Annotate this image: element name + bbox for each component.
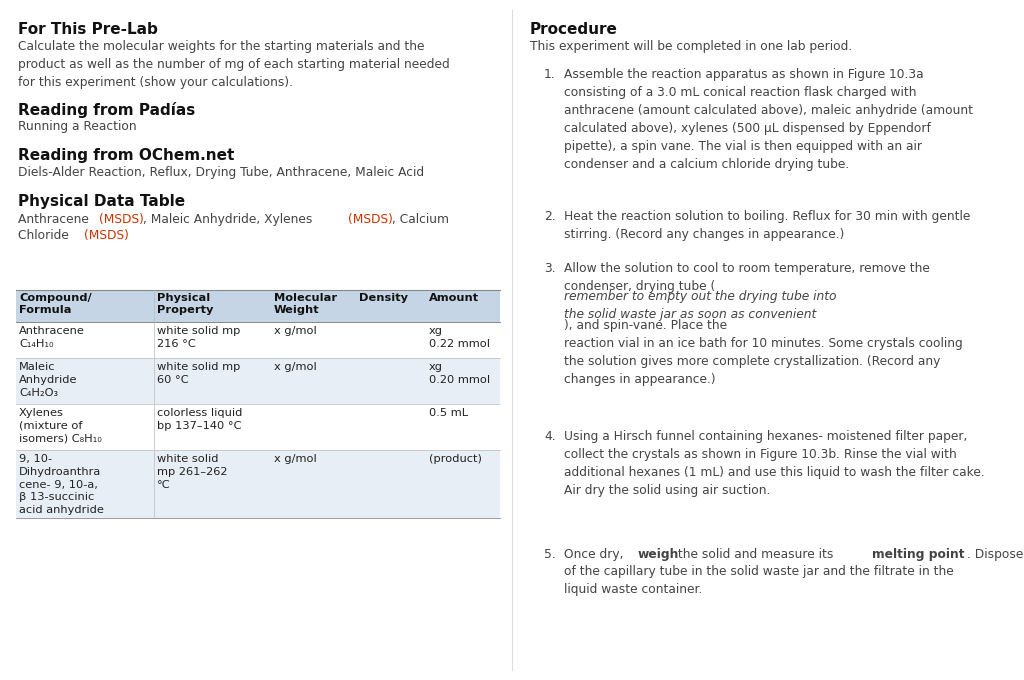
Text: remember to empty out the drying tube into
the solid waste jar as soon as conven: remember to empty out the drying tube in… bbox=[564, 290, 837, 322]
Text: Allow the solution to cool to room temperature, remove the
condenser, drying tub: Allow the solution to cool to room tempe… bbox=[564, 262, 930, 293]
Text: white solid mp
216 °C: white solid mp 216 °C bbox=[157, 326, 241, 349]
Text: Procedure: Procedure bbox=[530, 22, 617, 37]
Text: Chloride: Chloride bbox=[18, 229, 73, 242]
Bar bbox=[16, 358, 500, 404]
Text: Anthracene
C₁₄H₁₀: Anthracene C₁₄H₁₀ bbox=[19, 326, 85, 349]
Text: Reading from OChem.net: Reading from OChem.net bbox=[18, 148, 234, 163]
Bar bbox=[16, 322, 500, 358]
Bar bbox=[16, 404, 500, 450]
Text: xg
0.20 mmol: xg 0.20 mmol bbox=[429, 362, 490, 385]
Text: Using a Hirsch funnel containing hexanes- moistened filter paper,
collect the cr: Using a Hirsch funnel containing hexanes… bbox=[564, 430, 985, 497]
Text: For This Pre-Lab: For This Pre-Lab bbox=[18, 22, 158, 37]
Text: , Maleic Anhydride, Xylenes: , Maleic Anhydride, Xylenes bbox=[142, 213, 316, 226]
Text: of the capillary tube in the solid waste jar and the filtrate in the
liquid wast: of the capillary tube in the solid waste… bbox=[564, 565, 953, 596]
Text: Running a Reaction: Running a Reaction bbox=[18, 120, 136, 133]
Text: Amount: Amount bbox=[429, 293, 479, 303]
Text: 3.: 3. bbox=[544, 262, 556, 275]
Bar bbox=[16, 450, 500, 518]
Text: 9, 10-
Dihydroanthra
cene- 9, 10-a,
β 13-succinic
acid anhydride: 9, 10- Dihydroanthra cene- 9, 10-a, β 13… bbox=[19, 454, 103, 515]
Text: (MSDS): (MSDS) bbox=[348, 213, 393, 226]
Text: xg
0.22 mmol: xg 0.22 mmol bbox=[429, 326, 490, 349]
Text: 0.5 mL: 0.5 mL bbox=[429, 408, 468, 418]
Text: Heat the reaction solution to boiling. Reflux for 30 min with gentle
stirring. (: Heat the reaction solution to boiling. R… bbox=[564, 210, 971, 241]
Text: , Calcium: , Calcium bbox=[392, 213, 449, 226]
Text: Compound/
Formula: Compound/ Formula bbox=[19, 293, 91, 316]
Text: colorless liquid
bp 137–140 °C: colorless liquid bp 137–140 °C bbox=[157, 408, 243, 431]
Text: Physical Data Table: Physical Data Table bbox=[18, 194, 185, 209]
Text: Maleic
Anhydride
C₄H₂O₃: Maleic Anhydride C₄H₂O₃ bbox=[19, 362, 78, 398]
Text: 2.: 2. bbox=[544, 210, 556, 223]
Text: Density: Density bbox=[359, 293, 408, 303]
Text: Physical
Property: Physical Property bbox=[157, 293, 213, 316]
Text: white solid
mp 261–262
°C: white solid mp 261–262 °C bbox=[157, 454, 227, 490]
Text: Anthracene: Anthracene bbox=[18, 213, 93, 226]
Text: 5.: 5. bbox=[544, 548, 556, 561]
Text: (product): (product) bbox=[429, 454, 482, 464]
Text: ), and spin-vane. Place the
reaction vial in an ice bath for 10 minutes. Some cr: ), and spin-vane. Place the reaction via… bbox=[564, 319, 963, 386]
Text: . Dispose: . Dispose bbox=[968, 548, 1024, 561]
Text: Molecular
Weight: Molecular Weight bbox=[274, 293, 337, 316]
Text: 1.: 1. bbox=[544, 68, 556, 81]
Text: Once dry,: Once dry, bbox=[564, 548, 628, 561]
Text: weigh: weigh bbox=[637, 548, 679, 561]
Bar bbox=[16, 290, 500, 322]
Text: x g/mol: x g/mol bbox=[274, 454, 316, 464]
Text: the solid and measure its: the solid and measure its bbox=[674, 548, 838, 561]
Text: Diels-Alder Reaction, Reflux, Drying Tube, Anthracene, Maleic Acid: Diels-Alder Reaction, Reflux, Drying Tub… bbox=[18, 166, 424, 179]
Text: melting point: melting point bbox=[872, 548, 965, 561]
Text: This experiment will be completed in one lab period.: This experiment will be completed in one… bbox=[530, 40, 852, 53]
Text: white solid mp
60 °C: white solid mp 60 °C bbox=[157, 362, 241, 385]
Text: x g/mol: x g/mol bbox=[274, 362, 316, 372]
Text: Reading from Padías: Reading from Padías bbox=[18, 102, 196, 118]
Text: (MSDS): (MSDS) bbox=[84, 229, 129, 242]
Text: 4.: 4. bbox=[544, 430, 556, 443]
Text: Calculate the molecular weights for the starting materials and the
product as we: Calculate the molecular weights for the … bbox=[18, 40, 450, 89]
Text: Xylenes
(mixture of
isomers) C₈H₁₀: Xylenes (mixture of isomers) C₈H₁₀ bbox=[19, 408, 101, 443]
Text: Assemble the reaction apparatus as shown in Figure 10.3a
consisting of a 3.0 mL : Assemble the reaction apparatus as shown… bbox=[564, 68, 973, 171]
Text: x g/mol: x g/mol bbox=[274, 326, 316, 336]
Text: (MSDS): (MSDS) bbox=[98, 213, 143, 226]
